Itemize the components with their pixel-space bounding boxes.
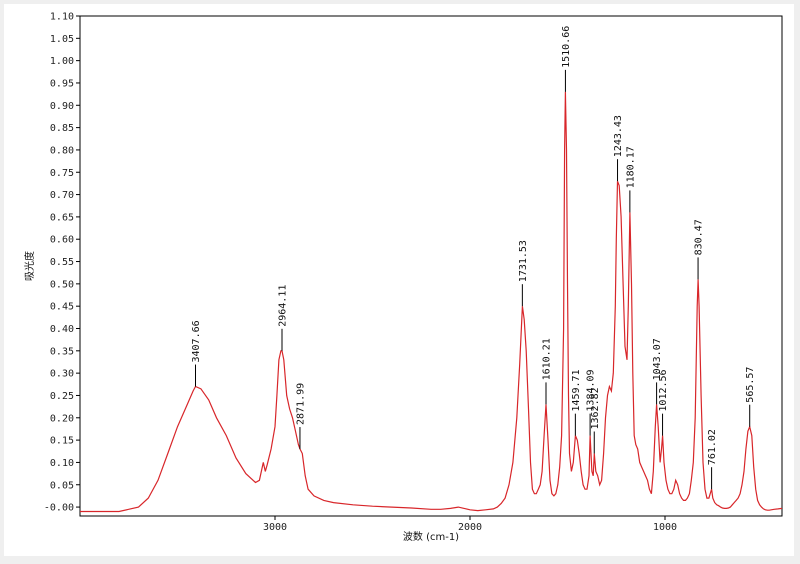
y-tick-label: 0.75	[50, 168, 74, 179]
y-tick-label: 0.65	[50, 212, 74, 223]
y-tick-label: 0.25	[50, 391, 74, 402]
y-tick-label: 0.85	[50, 123, 74, 134]
x-axis: 3000 2000 1000	[263, 516, 677, 533]
y-tick-label: 0.45	[50, 302, 74, 313]
spectrum-figure: -0.00 0.05 0.10 0.15 0.20 0.25 0.30 0.35 0.40 0.4…	[4, 4, 794, 556]
peak-label: 1459.71	[571, 369, 582, 411]
y-tick-label: 0.70	[50, 190, 74, 201]
y-axis: -0.00 0.05 0.10 0.15 0.20 0.25 0.30 0.35 0.40 0.4…	[44, 12, 80, 514]
peak-label: 1510.66	[561, 26, 572, 68]
y-axis-label: 吸光度	[23, 251, 36, 281]
y-tick-label: -0.00	[44, 503, 74, 514]
y-tick-label: 1.05	[50, 34, 74, 45]
y-tick-label: 0.95	[50, 78, 74, 89]
peak-label: 1731.53	[518, 240, 529, 282]
y-tick-label: 0.90	[50, 101, 74, 112]
y-tick-label: 0.30	[50, 369, 74, 380]
peak-label: 1362.82	[590, 387, 601, 429]
y-tick-label: 0.80	[50, 145, 74, 156]
peak-label: 830.47	[694, 219, 705, 255]
y-tick-label: 0.15	[50, 436, 74, 447]
y-tick-label: 0.40	[50, 324, 74, 335]
y-tick-label: 0.05	[50, 480, 74, 491]
peak-label: 1012.56	[658, 369, 669, 411]
peak-label: 1180.17	[625, 146, 636, 188]
peak-label: 761.02	[707, 429, 718, 465]
x-tick-label: 2000	[458, 522, 482, 533]
y-tick-label: 1.00	[50, 56, 74, 67]
peak-label: 2964.11	[278, 285, 289, 327]
y-tick-label: 0.60	[50, 235, 74, 246]
peak-label: 1384.09	[586, 369, 597, 411]
ir-spectrum-chart: -0.00 0.05 0.10 0.15 0.20 0.25 0.30 0.35 0.40 0.4…	[23, 12, 783, 543]
y-tick-label: 0.50	[50, 279, 74, 290]
peak-label: 3407.66	[191, 320, 202, 362]
x-tick-label: 1000	[653, 522, 677, 533]
peak-label: 1043.07	[652, 338, 663, 380]
y-tick-label: 0.20	[50, 413, 74, 424]
peak-label: 1243.43	[613, 115, 624, 157]
plot-frame	[79, 15, 783, 517]
x-tick-label: 3000	[263, 522, 287, 533]
peak-label: 565.57	[745, 367, 756, 403]
y-tick-label: 0.10	[50, 458, 74, 469]
peak-label: 1610.21	[542, 338, 553, 380]
y-tick-label: 0.55	[50, 257, 74, 268]
spectrum-line	[80, 91, 782, 513]
y-tick-label: 1.10	[50, 12, 74, 23]
peak-label: 2871.99	[296, 383, 307, 425]
x-axis-label: 波数 (cm-1)	[403, 530, 459, 543]
peak-annotations: 3407.66 2964.11 2871.99 1731.53 1610.21 1510.…	[191, 26, 756, 490]
y-tick-label: 0.35	[50, 346, 74, 357]
